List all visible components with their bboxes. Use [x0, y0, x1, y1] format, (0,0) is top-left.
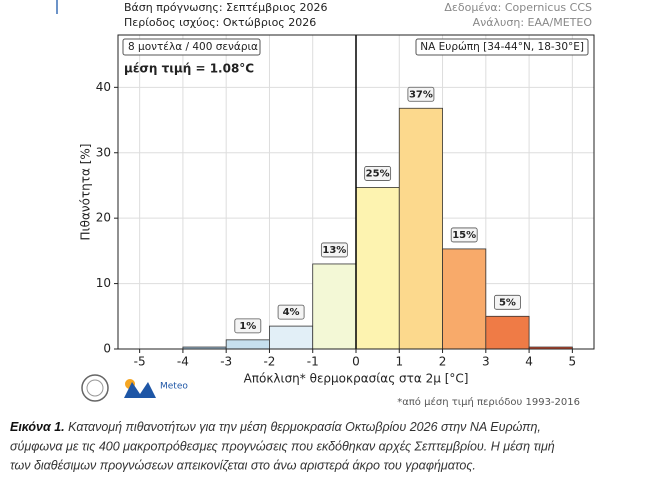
x-tick-label: 5 [569, 355, 577, 369]
logo-seal [86, 379, 104, 397]
x-tick-label: 4 [525, 355, 533, 369]
header-text: Περίοδος ισχύος: Οκτώβριος 2026 [124, 16, 316, 29]
x-tick-label: 0 [352, 355, 360, 369]
bar [269, 325, 314, 350]
y-tick-label: 30 [96, 145, 111, 159]
value-label: 4% [283, 307, 300, 318]
x-tick-label: 2 [439, 355, 447, 369]
annotation-box [122, 38, 261, 56]
header-text: Βάση πρόγνωσης: Σεπτέμβριος 2026 [124, 1, 328, 14]
bar [398, 107, 443, 350]
value-label: 1% [239, 321, 256, 332]
x-tick-label: 3 [482, 355, 490, 369]
plot: 0 10 20 30 40 -5 -4 -3 -2 -1 0 1 2 3 4 5 1% 4% 13% 25% 37% 15… [79, 34, 595, 386]
caption-line: σύμφωνα με τις 400 μακροπρόθεσμες προγνώ… [10, 439, 555, 453]
x-tick-label: -2 [263, 355, 275, 369]
bar [442, 248, 487, 350]
header-text: Δεδομένα: Copernicus CCS [444, 1, 592, 14]
annotation-box [415, 38, 589, 56]
value-label-box [320, 242, 348, 258]
value-label-box [234, 318, 262, 334]
caption-line: Κατανομή πιθανοτήτων για την μέση θερμοκ… [68, 420, 541, 434]
value-label-box [494, 294, 521, 310]
y-tick-label: 0 [103, 342, 111, 356]
y-tick-label: 40 [96, 80, 111, 94]
bar [225, 339, 270, 350]
annotation: ΝΑ Ευρώπη [34-44°N, 18-30°E] [420, 41, 584, 53]
bar [485, 315, 530, 350]
footnote: *από μέση τιμή περιόδου 1993-2016 [397, 396, 580, 408]
x-axis-label: Απόκλιση* θερμοκρασίας στα 2μ [°C] [244, 372, 469, 386]
value-label-box [407, 86, 435, 102]
logo-seal [81, 374, 109, 402]
annotation: 8 μοντέλα / 400 σενάρια [128, 41, 258, 53]
value-label-box [277, 304, 305, 320]
value-label-box [364, 166, 392, 181]
x-tick-label: -3 [220, 355, 232, 369]
x-tick-label: -4 [177, 355, 189, 369]
x-tick-label: -5 [134, 355, 146, 369]
bar [355, 187, 400, 350]
y-tick-label: 20 [96, 211, 111, 225]
y-tick-label: 10 [96, 276, 111, 290]
value-label-box [450, 227, 478, 243]
value-label: 37% [409, 89, 433, 100]
caption-label: Εικόνα 1. [10, 420, 65, 434]
logo-mark [124, 382, 156, 398]
value-label: 13% [322, 245, 346, 256]
x-tick-label: -1 [307, 355, 319, 369]
value-label: 5% [499, 297, 516, 308]
value-label: 25% [366, 168, 390, 179]
caption: Εικόνα 1. Κατανομή πιθανοτήτων για την μ… [10, 420, 541, 434]
value-label: 15% [452, 230, 476, 241]
bar [312, 263, 357, 350]
x-tick-label: 1 [395, 355, 403, 369]
header-text: Ανάλυση: ΕΑΑ/METEO [473, 16, 593, 29]
caption-line: των διαθέσιμων προγνώσεων απεικονίζεται … [10, 458, 476, 472]
y-axis-label: Πιθανότητα [%] [79, 144, 93, 241]
logo-text: Meteo [160, 382, 188, 392]
annotation: μέση τιμή = 1.08°C [124, 62, 254, 76]
plot-frame [117, 34, 595, 350]
